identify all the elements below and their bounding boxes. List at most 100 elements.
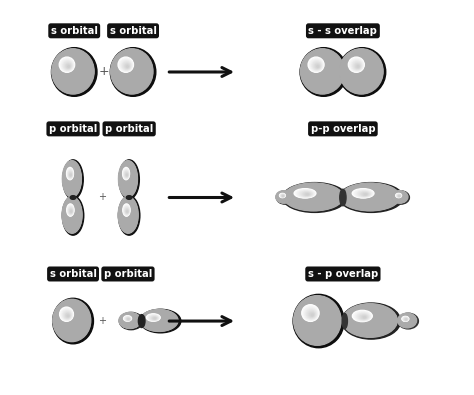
Ellipse shape <box>366 195 376 200</box>
Ellipse shape <box>126 65 128 68</box>
Ellipse shape <box>67 169 78 189</box>
Ellipse shape <box>312 315 324 327</box>
Ellipse shape <box>126 196 132 199</box>
Ellipse shape <box>153 317 167 325</box>
Ellipse shape <box>350 188 391 207</box>
Ellipse shape <box>128 319 134 323</box>
Ellipse shape <box>309 195 320 200</box>
Ellipse shape <box>353 310 388 332</box>
Ellipse shape <box>299 301 337 340</box>
Ellipse shape <box>70 209 72 213</box>
Ellipse shape <box>145 312 174 329</box>
Ellipse shape <box>315 63 332 81</box>
Ellipse shape <box>53 300 91 341</box>
Ellipse shape <box>54 301 90 340</box>
Ellipse shape <box>143 311 176 330</box>
Ellipse shape <box>126 318 136 324</box>
Ellipse shape <box>127 211 128 212</box>
Ellipse shape <box>401 316 414 326</box>
Ellipse shape <box>123 205 130 216</box>
Ellipse shape <box>345 55 378 88</box>
Ellipse shape <box>129 68 137 76</box>
Ellipse shape <box>122 167 135 191</box>
Ellipse shape <box>126 174 132 184</box>
Ellipse shape <box>69 172 72 177</box>
Ellipse shape <box>364 317 378 325</box>
Ellipse shape <box>67 314 79 327</box>
Ellipse shape <box>301 191 328 203</box>
Ellipse shape <box>301 49 344 94</box>
Ellipse shape <box>311 60 322 71</box>
Ellipse shape <box>360 315 367 319</box>
Ellipse shape <box>363 316 379 326</box>
Ellipse shape <box>343 304 397 337</box>
Ellipse shape <box>318 66 329 78</box>
Ellipse shape <box>310 312 314 317</box>
Ellipse shape <box>404 318 411 324</box>
Ellipse shape <box>68 207 77 223</box>
Ellipse shape <box>121 59 144 84</box>
Ellipse shape <box>356 312 370 320</box>
Ellipse shape <box>117 55 147 88</box>
Ellipse shape <box>305 194 309 195</box>
Ellipse shape <box>125 317 136 325</box>
Ellipse shape <box>301 303 334 338</box>
Ellipse shape <box>126 174 128 176</box>
Ellipse shape <box>126 318 130 320</box>
Ellipse shape <box>126 173 132 185</box>
Ellipse shape <box>156 318 165 324</box>
Ellipse shape <box>280 194 289 201</box>
Ellipse shape <box>68 66 80 78</box>
Ellipse shape <box>392 191 410 204</box>
Ellipse shape <box>356 312 386 330</box>
Text: s orbital: s orbital <box>109 26 156 36</box>
Ellipse shape <box>392 191 407 203</box>
Ellipse shape <box>298 300 337 341</box>
Ellipse shape <box>308 56 338 87</box>
Ellipse shape <box>111 50 152 93</box>
Ellipse shape <box>59 56 88 87</box>
Ellipse shape <box>124 207 133 224</box>
Ellipse shape <box>69 208 77 223</box>
Ellipse shape <box>147 314 172 328</box>
Ellipse shape <box>277 192 291 202</box>
Ellipse shape <box>360 192 382 202</box>
Ellipse shape <box>121 314 139 327</box>
Ellipse shape <box>124 316 131 321</box>
Ellipse shape <box>345 305 396 336</box>
Ellipse shape <box>152 317 157 320</box>
Ellipse shape <box>351 309 390 333</box>
Ellipse shape <box>126 209 132 222</box>
Ellipse shape <box>57 303 87 338</box>
Ellipse shape <box>125 172 133 187</box>
Ellipse shape <box>307 194 322 201</box>
Ellipse shape <box>62 310 72 320</box>
Ellipse shape <box>319 67 328 77</box>
Ellipse shape <box>354 189 373 198</box>
Ellipse shape <box>309 195 321 200</box>
Ellipse shape <box>296 298 338 343</box>
Ellipse shape <box>126 209 128 213</box>
Ellipse shape <box>405 318 411 324</box>
Ellipse shape <box>302 305 333 337</box>
Ellipse shape <box>304 193 324 202</box>
Ellipse shape <box>124 170 128 178</box>
Ellipse shape <box>359 192 383 203</box>
Ellipse shape <box>278 192 290 202</box>
Ellipse shape <box>362 194 380 201</box>
Ellipse shape <box>142 310 177 331</box>
Ellipse shape <box>286 184 341 210</box>
Ellipse shape <box>289 186 338 209</box>
Ellipse shape <box>125 63 141 80</box>
Ellipse shape <box>302 192 327 203</box>
Ellipse shape <box>292 187 336 207</box>
Ellipse shape <box>358 68 366 76</box>
Ellipse shape <box>357 313 370 320</box>
Ellipse shape <box>61 308 84 334</box>
Ellipse shape <box>308 194 321 201</box>
Ellipse shape <box>64 164 80 194</box>
Ellipse shape <box>290 186 337 208</box>
Ellipse shape <box>341 50 382 92</box>
Ellipse shape <box>61 58 86 85</box>
Ellipse shape <box>63 198 82 232</box>
